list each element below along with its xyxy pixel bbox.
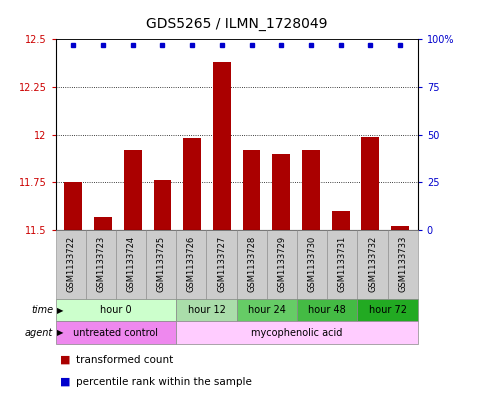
Text: GSM1133728: GSM1133728 bbox=[247, 236, 256, 292]
Text: hour 24: hour 24 bbox=[248, 305, 286, 315]
Text: GSM1133723: GSM1133723 bbox=[96, 236, 105, 292]
Bar bbox=[154, 180, 171, 230]
Text: GSM1133732: GSM1133732 bbox=[368, 236, 377, 292]
Text: GSM1133731: GSM1133731 bbox=[338, 236, 347, 292]
Text: hour 72: hour 72 bbox=[369, 305, 407, 315]
Text: GSM1133733: GSM1133733 bbox=[398, 236, 407, 292]
Bar bbox=[361, 136, 379, 230]
Text: percentile rank within the sample: percentile rank within the sample bbox=[76, 376, 252, 387]
Bar bbox=[272, 154, 290, 230]
Text: ■: ■ bbox=[60, 355, 71, 365]
Text: time: time bbox=[31, 305, 53, 315]
Text: GSM1133722: GSM1133722 bbox=[66, 236, 75, 292]
Text: transformed count: transformed count bbox=[76, 355, 173, 365]
Text: hour 0: hour 0 bbox=[100, 305, 132, 315]
Bar bbox=[124, 150, 142, 230]
Text: GSM1133729: GSM1133729 bbox=[277, 236, 286, 292]
Bar bbox=[391, 226, 409, 230]
Bar bbox=[64, 182, 82, 230]
Text: untreated control: untreated control bbox=[73, 328, 158, 338]
Text: GSM1133725: GSM1133725 bbox=[156, 236, 166, 292]
Bar bbox=[213, 62, 231, 230]
Text: GSM1133726: GSM1133726 bbox=[187, 236, 196, 292]
Text: GSM1133727: GSM1133727 bbox=[217, 236, 226, 292]
Text: hour 48: hour 48 bbox=[308, 305, 346, 315]
Bar bbox=[332, 211, 350, 230]
Text: ■: ■ bbox=[60, 376, 71, 387]
Bar bbox=[242, 150, 260, 230]
Text: GDS5265 / ILMN_1728049: GDS5265 / ILMN_1728049 bbox=[146, 17, 327, 31]
Bar bbox=[302, 150, 320, 230]
Text: ▶: ▶ bbox=[57, 329, 63, 337]
Text: GSM1133730: GSM1133730 bbox=[308, 236, 317, 292]
Text: GSM1133724: GSM1133724 bbox=[127, 236, 136, 292]
Text: mycophenolic acid: mycophenolic acid bbox=[251, 328, 343, 338]
Text: agent: agent bbox=[25, 328, 53, 338]
Bar bbox=[183, 138, 201, 230]
Bar bbox=[94, 217, 112, 230]
Text: hour 12: hour 12 bbox=[187, 305, 226, 315]
Text: ▶: ▶ bbox=[57, 306, 63, 314]
